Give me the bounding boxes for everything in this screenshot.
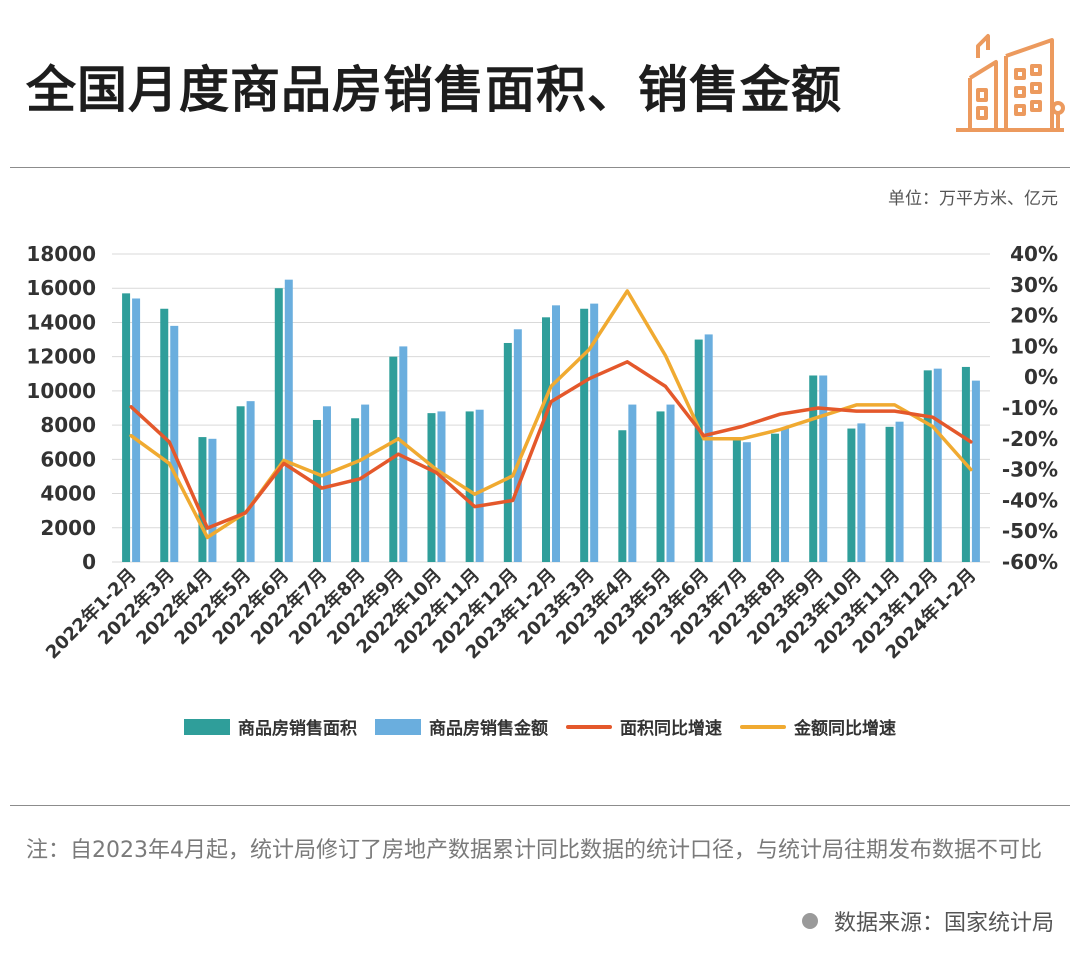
y-left-tick-label: 8000 (40, 413, 96, 437)
y-right-tick-label: -40% (1002, 488, 1058, 512)
bar-area (542, 317, 550, 562)
y-right-tick-label: -20% (1002, 427, 1058, 451)
bar-area (580, 308, 589, 562)
bar-amount (475, 409, 484, 562)
y-right-tick-label: 20% (1010, 304, 1058, 328)
legend-label-area-growth: 面积同比增速 (620, 719, 722, 739)
source-label: 数据来源：国家统计局 (833, 911, 1054, 936)
bar-amount (513, 329, 522, 562)
bar-amount (399, 346, 408, 562)
bar-amount (819, 375, 828, 562)
bar-area (198, 437, 207, 562)
legend-swatch-amount-growth (740, 724, 786, 729)
bar-amount (666, 404, 675, 562)
bar-area (618, 430, 627, 562)
bar-amount (704, 334, 713, 562)
combo-chart: 0 2000 4000 6000 8000 10000 12000 14000 16000 180… (26, 242, 1058, 663)
bar-area (351, 418, 360, 562)
bar-area (771, 433, 780, 562)
bar-area (122, 293, 131, 562)
bullet-icon (801, 913, 818, 929)
y-right-tick-label: 0% (1024, 365, 1058, 389)
bar-area (732, 440, 741, 562)
bar-amount (971, 380, 980, 562)
bar-amount (781, 428, 790, 562)
bar-amount (552, 305, 560, 562)
bar-amount (322, 406, 331, 562)
data-source: 数据来源：国家统计局 (801, 905, 1054, 937)
bar-amount (857, 423, 866, 562)
legend-swatch-area (184, 718, 230, 735)
bar-amount (208, 438, 217, 562)
legend-item-area-growth: 面积同比增速 (566, 714, 722, 739)
bar-amount (895, 421, 904, 562)
y-right-tick-label: -50% (1002, 519, 1058, 543)
y-left-tick-label: 2000 (40, 516, 96, 540)
y-left-tick-label: 6000 (40, 447, 96, 471)
bar-area (923, 370, 932, 562)
bar-area (885, 426, 894, 562)
legend-label-amount: 商品房销售金额 (429, 719, 548, 739)
bar-area (427, 413, 436, 562)
y-right-tick-label: 10% (1010, 334, 1058, 358)
y-left-tick-label: 14000 (26, 310, 96, 334)
bar-area (847, 428, 856, 562)
legend-label-amount-growth: 金额同比增速 (794, 719, 896, 739)
y-left-tick-label: 12000 (26, 345, 96, 369)
y-right-tick-label: -30% (1002, 458, 1058, 482)
bar-area (236, 406, 245, 562)
bar-area (312, 419, 321, 562)
bar-area (656, 411, 665, 562)
y-right-tick-label: 40% (1010, 242, 1058, 266)
legend-swatch-amount (375, 718, 421, 735)
header-divider (10, 167, 1070, 168)
bar-amount (933, 368, 942, 562)
y-left-tick-label: 4000 (40, 482, 96, 506)
bar-amount (361, 404, 370, 562)
legend-swatch-area-growth (566, 724, 612, 729)
line-area-growth (129, 360, 973, 530)
legend-item-amount-growth: 金额同比增速 (740, 714, 896, 739)
y-right-tick-label: -10% (1002, 396, 1058, 420)
y-left-tick-label: 18000 (26, 242, 96, 266)
bar-area (694, 339, 703, 562)
y-left-tick-label: 10000 (26, 379, 96, 403)
bar-amount (284, 279, 293, 562)
legend-label-area: 商品房销售面积 (238, 719, 357, 739)
bar-amount (437, 411, 446, 562)
bar-area (503, 342, 512, 562)
unit-label: 单位：万平方米、亿元 (888, 189, 1058, 209)
bar-area (274, 288, 283, 562)
bar-amount (132, 298, 141, 562)
bar-area (465, 411, 474, 562)
y-right-tick-label: 30% (1010, 273, 1058, 297)
chart-legend: 商品房销售面积 商品房销售金额 面积同比增速 金额同比增速 (0, 714, 1080, 739)
bar-amount (742, 442, 751, 562)
legend-item-area: 商品房销售面积 (184, 714, 357, 739)
y-right-tick-label: -60% (1002, 550, 1058, 574)
footer-divider (10, 805, 1070, 806)
legend-item-amount: 商品房销售金额 (375, 714, 548, 739)
bar-area (809, 375, 818, 562)
building-logo-icon (956, 34, 1065, 132)
y-left-tick-label: 16000 (26, 276, 96, 300)
y-left-tick-label: 0 (82, 550, 96, 574)
bar-amount (628, 404, 637, 562)
bar-amount (170, 325, 179, 562)
bar-amount (590, 303, 599, 562)
bar-amount (246, 401, 255, 562)
page-title: 全国月度商品房销售面积、销售金额 (26, 61, 842, 119)
footnote: 注：自2023年4月起，统计局修订了房地产数据累计同比数据的统计口径，与统计局往… (26, 838, 1042, 863)
